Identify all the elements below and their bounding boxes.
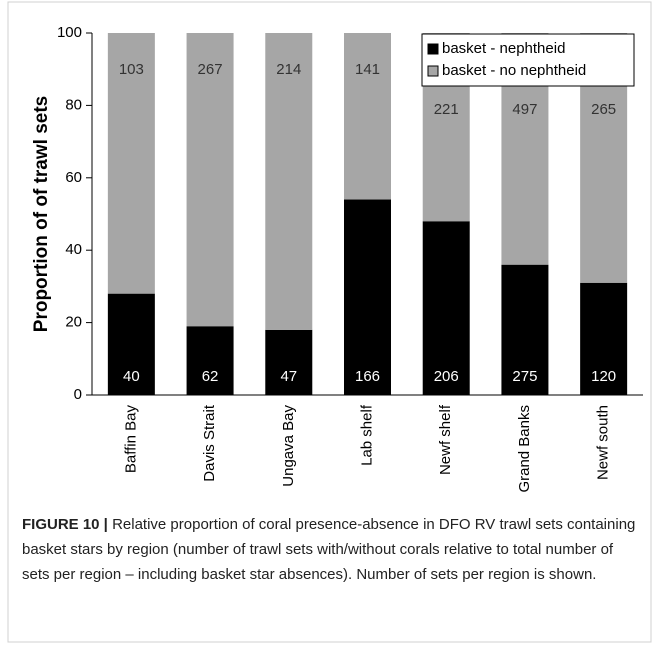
- x-tick-label: Baffin Bay: [122, 405, 139, 474]
- value-label: 265: [591, 101, 616, 118]
- caption-label: FIGURE 10 |: [22, 516, 108, 533]
- bar-segment: [422, 221, 470, 395]
- caption-text: Relative proportion of coral presence-ab…: [22, 516, 636, 583]
- x-tick-label: Newf shelf: [437, 404, 454, 475]
- value-label: 206: [434, 368, 459, 385]
- value-label: 221: [434, 101, 459, 118]
- bar-segment: [186, 326, 234, 395]
- y-tick-label: 0: [74, 386, 82, 403]
- bar-segment: [265, 329, 313, 395]
- y-tick-label: 100: [57, 24, 82, 41]
- value-label: 267: [198, 61, 223, 78]
- y-tick-label: 20: [65, 314, 82, 331]
- bar-segment: [265, 33, 313, 330]
- value-label: 40: [123, 368, 140, 385]
- x-tick-label: Davis Strait: [201, 404, 218, 482]
- frame: [7, 1, 652, 643]
- caption: FIGURE 10 | Relative proportion of coral…: [22, 512, 642, 587]
- y-axis-label: Proportion of of trawl sets: [31, 96, 52, 332]
- bar-segment: [107, 33, 155, 294]
- x-tick-label: Ungava Bay: [280, 405, 297, 487]
- bar-segment: [107, 293, 155, 395]
- legend-swatch: [427, 43, 439, 55]
- value-label: 497: [512, 101, 537, 118]
- x-tick-label: Newf south: [595, 405, 612, 480]
- legend-label: basket - nephtheid: [442, 40, 565, 57]
- y-tick-label: 80: [65, 96, 82, 113]
- value-label: 275: [512, 368, 537, 385]
- value-label: 141: [355, 61, 380, 78]
- legend-swatch: [427, 65, 439, 77]
- value-label: 47: [280, 368, 297, 385]
- bar-segment: [501, 264, 549, 395]
- x-tick-label: Grand Banks: [516, 405, 533, 493]
- value-label: 166: [355, 368, 380, 385]
- legend-box: [421, 33, 635, 87]
- y-tick-label: 60: [65, 169, 82, 186]
- value-label: 214: [276, 61, 301, 78]
- bar-segment: [186, 33, 234, 327]
- x-tick-label: Lab shelf: [358, 404, 375, 466]
- y-tick-label: 40: [65, 241, 82, 258]
- bar-segment: [344, 33, 391, 200]
- value-label: 103: [119, 61, 144, 78]
- value-label: 120: [591, 368, 616, 385]
- value-label: 62: [202, 368, 219, 385]
- legend-label: basket - no nephtheid: [442, 62, 586, 79]
- bar-segment: [580, 282, 628, 395]
- bar-segment: [344, 199, 391, 395]
